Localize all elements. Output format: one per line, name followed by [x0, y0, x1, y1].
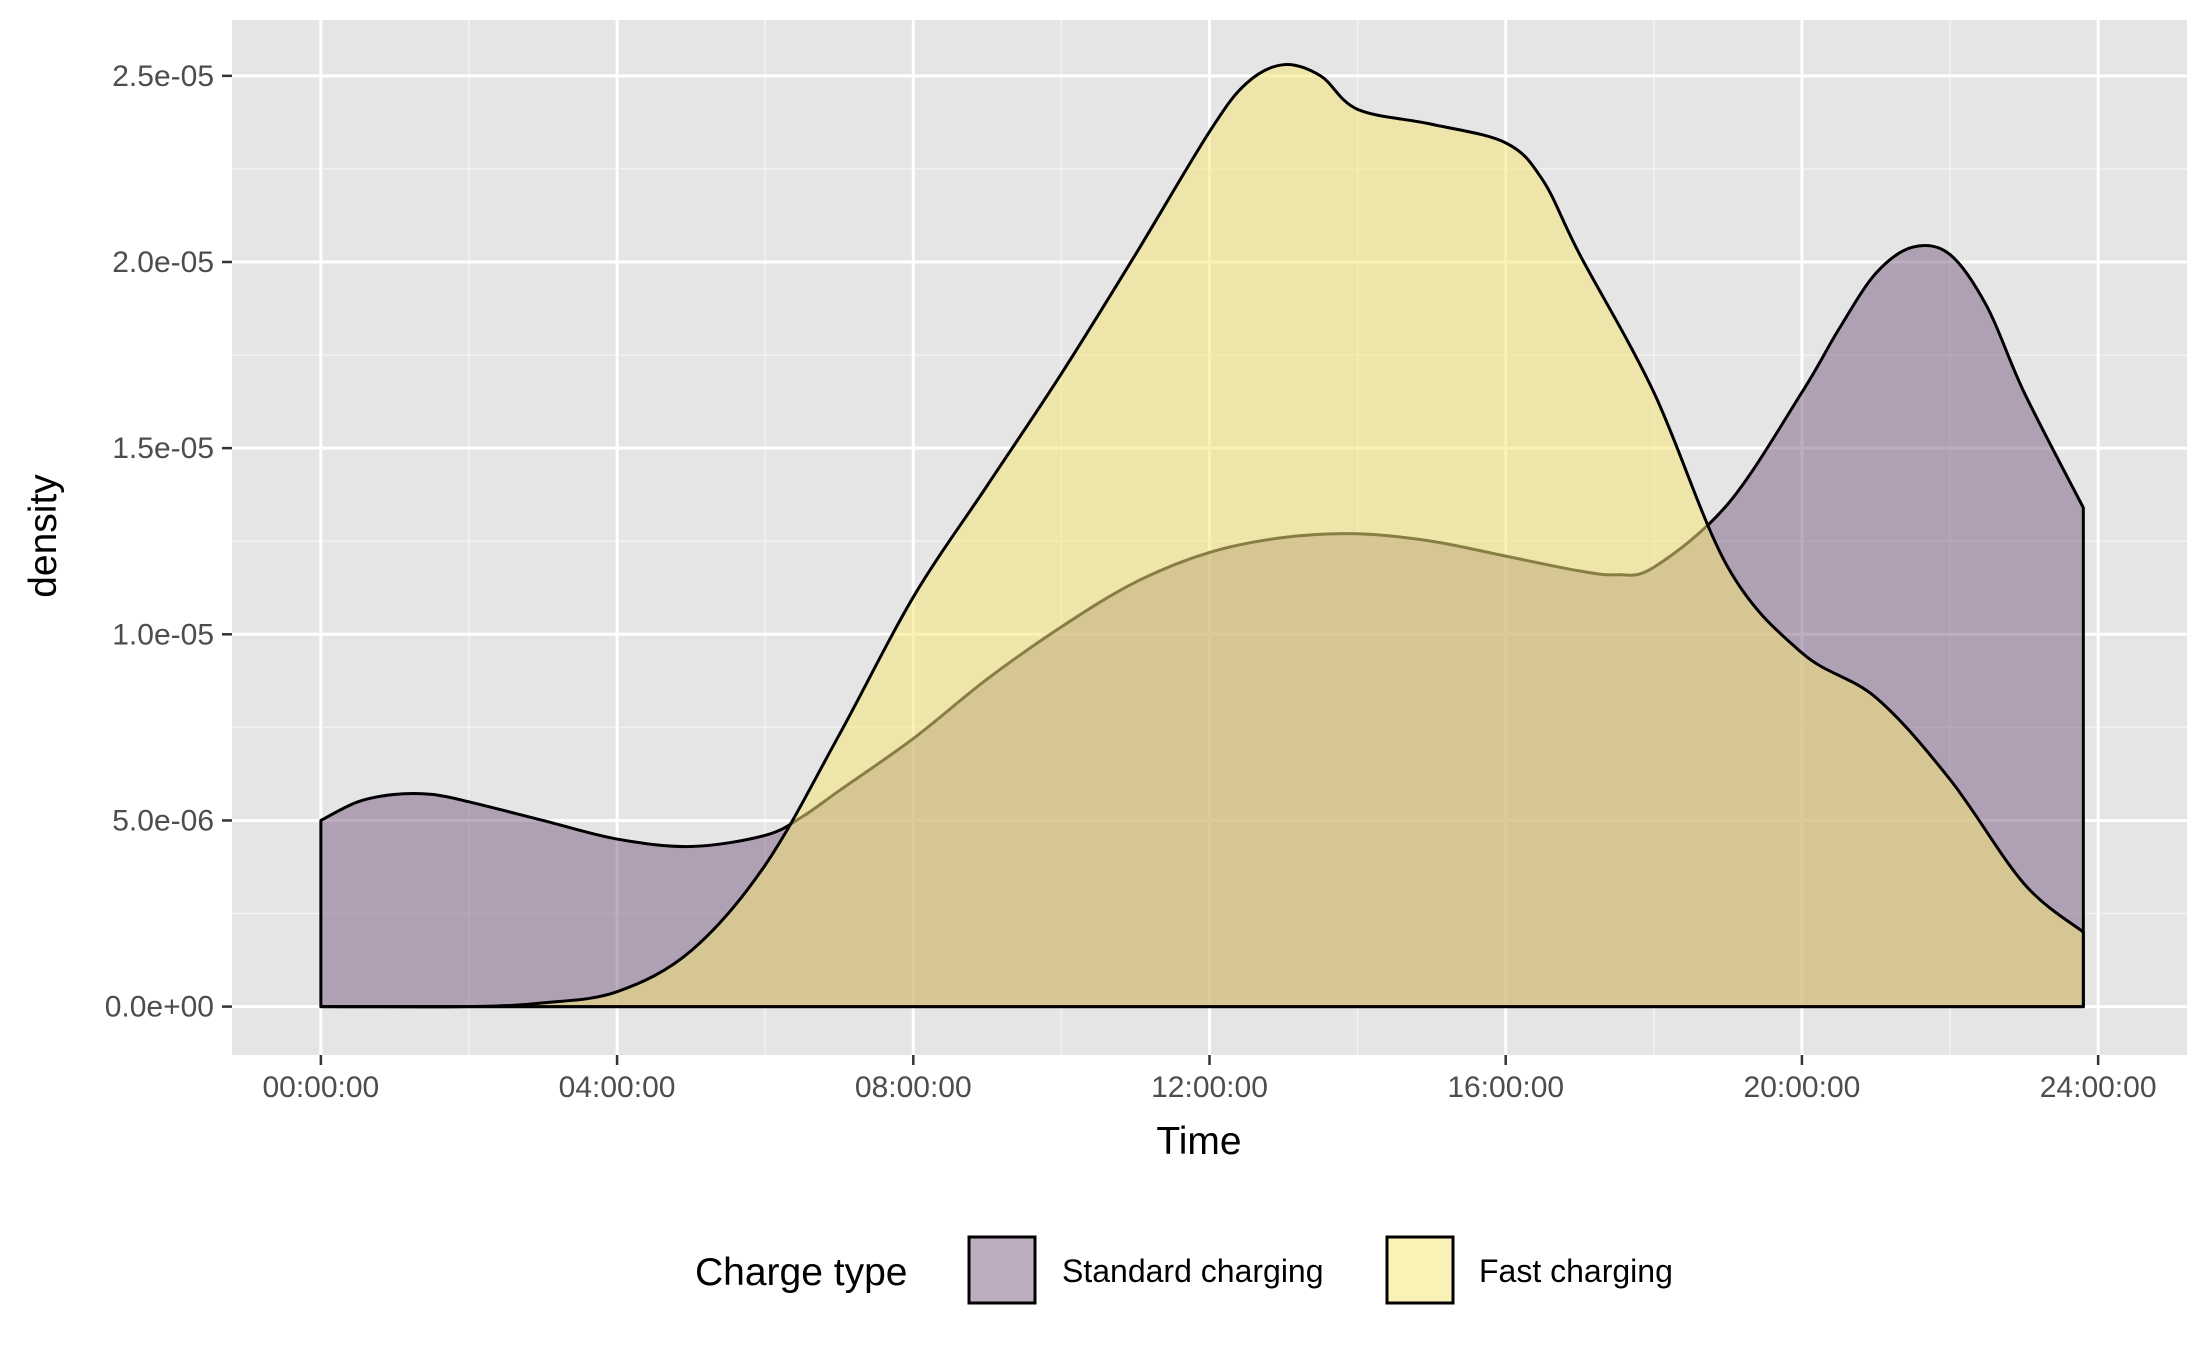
x-tick-label: 08:00:00 [855, 1071, 972, 1104]
y-tick-label: 1.0e-05 [112, 618, 214, 651]
x-tick-label: 24:00:00 [2040, 1071, 2157, 1104]
x-tick-label: 12:00:00 [1151, 1071, 1268, 1104]
x-axis-title: Time [1156, 1120, 1241, 1163]
legend-label: Fast charging [1479, 1253, 1673, 1289]
x-tick-label: 00:00:00 [262, 1071, 379, 1104]
y-tick-label: 2.0e-05 [112, 246, 214, 279]
y-tick-label: 0.0e+00 [105, 991, 214, 1024]
y-tick-label: 2.5e-05 [112, 60, 214, 93]
x-tick-label: 16:00:00 [1447, 1071, 1564, 1104]
legend-label: Standard charging [1062, 1253, 1324, 1289]
y-axis-title: density [22, 474, 65, 598]
legend-key [967, 1235, 1037, 1305]
axes: 00:00:00 04:00:00 08:00:00 12:00:00 16:00:00… [105, 60, 2157, 1104]
density-areas [319, 62, 2085, 1009]
y-tick-label: 5.0e-06 [112, 804, 214, 837]
legend: Charge type Standard charging Fast chargi… [695, 1235, 1673, 1305]
y-tick-label: 1.5e-05 [112, 432, 214, 465]
legend-key [1385, 1235, 1455, 1305]
density-area-fast-charging [319, 62, 2085, 1009]
x-tick-label: 04:00:00 [559, 1071, 676, 1104]
legend-title: Charge type [695, 1251, 907, 1294]
x-tick-label: 20:00:00 [1744, 1071, 1861, 1104]
